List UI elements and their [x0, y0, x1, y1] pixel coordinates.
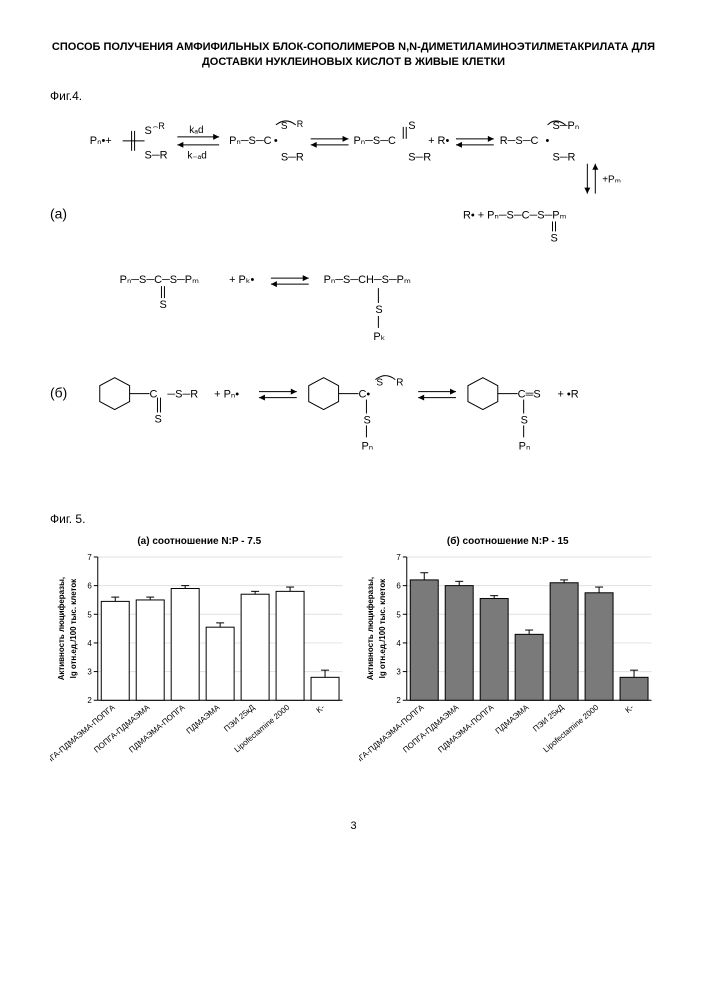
page-number: 3: [50, 820, 657, 832]
svg-text:6: 6: [396, 582, 401, 591]
svg-text:S─R: S─R: [281, 152, 304, 164]
svg-text:Pₙ: Pₙ: [519, 440, 531, 452]
svg-text:+ Pₙ•: + Pₙ•: [214, 388, 239, 400]
svg-text:⌢R: ⌢R: [152, 121, 165, 131]
svg-text:ПДМАЭМА: ПДМАЭМА: [493, 702, 530, 735]
svg-text:7: 7: [87, 553, 92, 562]
svg-text:─S─R: ─S─R: [166, 388, 198, 400]
svg-text:Активность люциферазы,: Активность люциферазы,: [365, 577, 374, 680]
svg-text:Pₙ─S─C─S─Pₘ: Pₙ─S─C─S─Pₘ: [120, 274, 199, 286]
charts-container: (а) соотношение N:P - 7.5 234567ПОПГА-ПД…: [50, 536, 657, 790]
fig5-label: Фиг. 5.: [50, 512, 657, 526]
svg-text:Pₙ•+: Pₙ•+: [90, 135, 112, 147]
svg-text:Pₙ─S─CH─S─Pₘ: Pₙ─S─CH─S─Pₘ: [324, 274, 411, 286]
svg-text:lg отн.ед./100 тыс. клеток: lg отн.ед./100 тыс. клеток: [377, 579, 386, 679]
svg-text:S─R: S─R: [408, 152, 431, 164]
svg-text:S: S: [363, 414, 370, 426]
svg-text:kₐd: kₐd: [189, 125, 203, 136]
svg-text:S: S: [154, 413, 161, 425]
svg-text:R─S─C: R─S─C: [500, 135, 539, 147]
svg-text:S: S: [408, 120, 415, 132]
svg-text:S: S: [145, 125, 152, 137]
svg-text:ПЭИ 25кД: ПЭИ 25кД: [531, 702, 566, 733]
svg-text:S: S: [551, 232, 558, 244]
chart-a-title: (а) соотношение N:P - 7.5: [137, 536, 261, 547]
svg-text:K-: K-: [623, 703, 635, 715]
reaction-diagram: (а) Pₙ•+ S ⌢R S─R kₐd k₋ₐd Pₙ─S─C S R S─…: [50, 109, 657, 467]
svg-text:Активность люциферазы,: Активность люциферазы,: [57, 577, 66, 680]
svg-text:3: 3: [396, 668, 401, 677]
svg-text:ПДМАЭМА: ПДМАЭМА: [185, 702, 222, 735]
svg-text:Pₙ: Pₙ: [361, 440, 373, 452]
panel-b-label: (б): [50, 384, 67, 400]
chart-b: 234567ПОПГА-ПДМАЭМА-ПОПГАПОПГА-ПДМАЭМАПД…: [359, 551, 658, 790]
svg-text:+ Pₖ•: + Pₖ•: [229, 274, 254, 286]
svg-text:S: S: [521, 414, 528, 426]
chart-a: 234567ПОПГА-ПДМАЭМА-ПОПГАПОПГА-ПДМАЭМАПД…: [50, 551, 349, 790]
chart-a-wrap: (а) соотношение N:P - 7.5 234567ПОПГА-ПД…: [50, 536, 349, 790]
svg-text:4: 4: [87, 639, 92, 648]
svg-text:+Pₘ: +Pₘ: [602, 174, 621, 185]
svg-text:R: R: [396, 377, 403, 388]
svg-text:5: 5: [87, 610, 92, 619]
svg-text:2: 2: [396, 696, 401, 705]
svg-text:•: •: [546, 135, 550, 147]
svg-text:7: 7: [396, 553, 401, 562]
chart-b-wrap: (б) соотношение N:P - 15 234567ПОПГА-ПДМ…: [359, 536, 658, 790]
svg-text:5: 5: [396, 610, 401, 619]
svg-text:lg отн.ед./100 тыс. клеток: lg отн.ед./100 тыс. клеток: [69, 579, 78, 679]
svg-text:R: R: [297, 119, 304, 129]
svg-text:+ R•: + R•: [428, 135, 449, 147]
svg-text:ПЭИ 25кД: ПЭИ 25кД: [222, 702, 257, 733]
svg-text:K-: K-: [314, 703, 326, 715]
svg-text:S─R: S─R: [553, 152, 576, 164]
svg-text:Pₖ: Pₖ: [373, 331, 385, 343]
svg-text:4: 4: [396, 639, 401, 648]
panel-a-label: (а): [50, 205, 67, 221]
svg-text:S─R: S─R: [145, 150, 168, 162]
svg-text:Pₙ─S─C: Pₙ─S─C: [353, 135, 395, 147]
svg-text:6: 6: [87, 582, 92, 591]
svg-text:+ •R: + •R: [557, 388, 578, 400]
svg-text:S: S: [376, 377, 383, 388]
svg-text:C═S: C═S: [518, 388, 541, 400]
svg-text:•: •: [274, 135, 278, 147]
svg-text:Pₙ─S─C: Pₙ─S─C: [229, 135, 271, 147]
document-title: СПОСОБ ПОЛУЧЕНИЯ АМФИФИЛЬНЫХ БЛОК-СОПОЛИ…: [50, 40, 657, 71]
svg-text:S: S: [375, 304, 382, 316]
svg-text:2: 2: [87, 696, 92, 705]
svg-text:C: C: [150, 388, 158, 400]
svg-text:S─Pₙ: S─Pₙ: [553, 120, 580, 132]
svg-text:S: S: [159, 299, 166, 311]
svg-text:k₋ₐd: k₋ₐd: [187, 151, 206, 162]
svg-text:R• + Pₙ─S─C─S─Pₘ: R• + Pₙ─S─C─S─Pₘ: [463, 209, 567, 221]
svg-text:C•: C•: [358, 388, 370, 400]
fig4-label: Фиг.4.: [50, 89, 657, 103]
svg-text:S: S: [281, 121, 288, 132]
svg-text:3: 3: [87, 668, 92, 677]
chart-b-title: (б) соотношение N:P - 15: [447, 536, 569, 547]
